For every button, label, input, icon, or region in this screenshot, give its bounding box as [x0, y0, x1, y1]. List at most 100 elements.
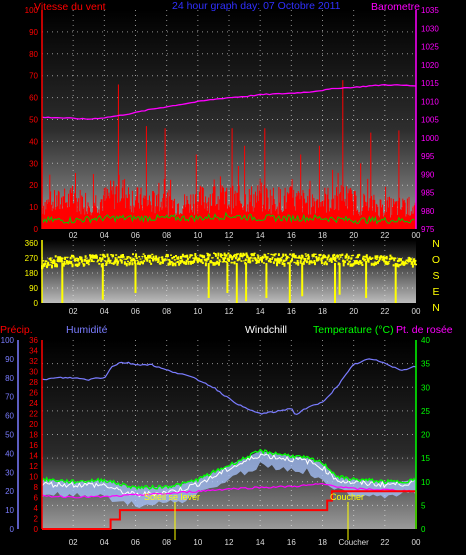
- humidity-y-tick: 50: [5, 431, 14, 440]
- temp-x-tick: 12: [225, 538, 234, 547]
- precip-y-tick: 2: [34, 515, 39, 524]
- windchill-label: Windchill: [245, 324, 287, 336]
- wind-x-tick: 02: [69, 231, 78, 240]
- direction-x-tick: 16: [287, 307, 296, 316]
- precip-y-tick: 8: [34, 483, 39, 492]
- green-wind-series: [41, 211, 415, 225]
- wind-y-tick: 90: [29, 28, 38, 37]
- sunrise-annotation: Soleil se lever: [144, 492, 200, 502]
- temperature-label: Temperature (°C): [313, 324, 394, 336]
- precip-y-tick: 10: [29, 473, 38, 482]
- direction-x-tick: 08: [162, 307, 171, 316]
- direction-y-tick: 0: [34, 299, 39, 308]
- temp-x-tick: 16: [287, 538, 296, 547]
- barometer-axis-label: Barometre: [371, 1, 420, 13]
- precip-y-tick: 4: [34, 504, 39, 513]
- direction-y-tick: 90: [29, 284, 38, 293]
- wind-y-tick: 70: [29, 72, 38, 81]
- wind-x-tick: 20: [349, 231, 358, 240]
- temp-x-tick: 00: [412, 538, 421, 547]
- baro-y-tick: 1010: [421, 97, 439, 106]
- precip-label: Précip.: [0, 324, 33, 336]
- baro-y-tick: 1015: [421, 79, 439, 88]
- temp-x-tick: 10: [193, 538, 202, 547]
- humidity-label: Humidité: [66, 324, 108, 336]
- precip-y-tick: 20: [29, 420, 38, 429]
- precip-y-tick: 22: [29, 410, 38, 419]
- humidity-y-tick: 100: [1, 336, 15, 345]
- wind-x-tick: 14: [256, 231, 265, 240]
- wind-x-tick: 00: [412, 231, 421, 240]
- wind-y-tick: 10: [29, 203, 38, 212]
- baro-y-tick: 980: [421, 207, 435, 216]
- humidity-series: [41, 358, 417, 416]
- humidity-y-tick: 80: [5, 374, 14, 383]
- precip-y-tick: 36: [29, 336, 38, 345]
- wind-panel-bg: [42, 10, 416, 229]
- humidity-y-tick: 40: [5, 449, 14, 458]
- precip-y-tick: 6: [34, 494, 39, 503]
- precip-y-tick: 18: [29, 431, 38, 440]
- precip-y-tick: 12: [29, 462, 38, 471]
- baro-y-tick: 1030: [421, 24, 439, 33]
- wind-x-tick: 04: [100, 231, 109, 240]
- wind-speed-axis-label: Vitesse du vent: [34, 1, 106, 13]
- windchill-series: [41, 453, 415, 498]
- tick-labels: 0102030405060708090100975980985990995100…: [1, 6, 440, 547]
- direction-x-tick: 10: [193, 307, 202, 316]
- precip-y-tick: 28: [29, 378, 38, 387]
- precip-y-tick: 0: [34, 525, 39, 534]
- direction-x-tick: 06: [131, 307, 140, 316]
- temp-x-tick: 14: [256, 538, 265, 547]
- chart-marks: [41, 80, 417, 530]
- humidity-y-tick: 0: [10, 525, 15, 534]
- direction-y-tick: 180: [25, 269, 39, 278]
- baro-y-tick: 975: [421, 225, 435, 234]
- wind-y-tick: 60: [29, 94, 38, 103]
- compass-s: S: [432, 270, 439, 282]
- humidity-y-tick: 70: [5, 393, 14, 402]
- temp-x-tick: 08: [162, 538, 171, 547]
- temp-x-tick: Coucher: [339, 538, 370, 547]
- wind-x-tick: 06: [131, 231, 140, 240]
- humidity-y-tick: 30: [5, 468, 14, 477]
- wind-x-tick: 08: [162, 231, 171, 240]
- dewpoint-series: [41, 482, 417, 499]
- baro-y-tick: 1025: [421, 43, 439, 52]
- wind-x-tick: 16: [287, 231, 296, 240]
- compass-o: O: [432, 254, 440, 266]
- precip-y-tick: 30: [29, 368, 38, 377]
- wind-x-tick: 10: [193, 231, 202, 240]
- wind-x-tick: 12: [225, 231, 234, 240]
- direction-x-tick: 20: [349, 307, 358, 316]
- precip-y-tick: 16: [29, 441, 38, 450]
- precip-y-tick: 26: [29, 389, 38, 398]
- compass-n-top: N: [432, 238, 440, 250]
- wind-x-tick: 18: [318, 231, 327, 240]
- direction-y-tick: 270: [25, 254, 39, 263]
- wind-direction-drops: [61, 263, 397, 303]
- direction-x-tick: 12: [225, 307, 234, 316]
- humidity-y-tick: 10: [5, 506, 14, 515]
- precip-y-tick: 32: [29, 357, 38, 366]
- direction-x-tick: 02: [69, 307, 78, 316]
- precip-y-tick: 24: [29, 399, 38, 408]
- temperature-series: [41, 448, 415, 491]
- temp-y-tick: 20: [421, 431, 430, 440]
- temp-y-tick: 25: [421, 407, 430, 416]
- dewpoint-label: Pt. de rosée: [396, 324, 453, 336]
- precip-y-tick: 14: [29, 452, 38, 461]
- direction-x-tick: 14: [256, 307, 265, 316]
- baro-y-tick: 985: [421, 189, 435, 198]
- baro-y-tick: 990: [421, 170, 435, 179]
- baro-y-tick: 1035: [421, 6, 439, 15]
- wind-y-tick: 100: [25, 6, 39, 15]
- humidity-y-tick: 90: [5, 355, 14, 364]
- temp-y-tick: 35: [421, 360, 430, 369]
- compass-e: E: [432, 286, 439, 298]
- humidity-y-tick: 60: [5, 412, 14, 421]
- wind-y-tick: 30: [29, 159, 38, 168]
- precipitation-series: [42, 490, 417, 530]
- temp-x-tick: 02: [69, 538, 78, 547]
